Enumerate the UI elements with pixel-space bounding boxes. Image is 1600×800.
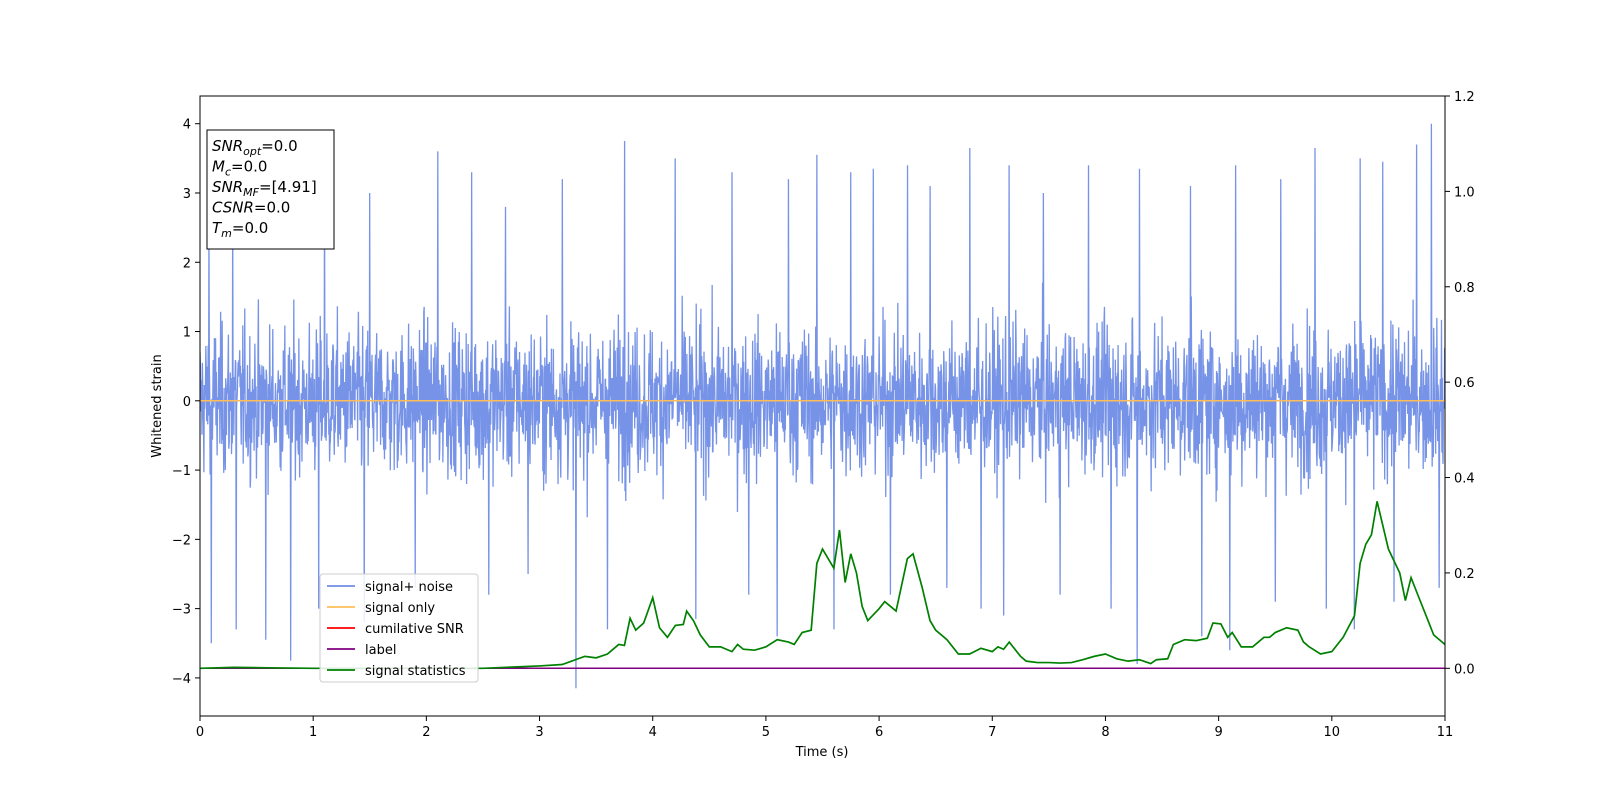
x-tick-label: 11 [1437,725,1454,740]
y-tick-label: 1 [183,326,191,341]
x-tick-label: 6 [875,725,883,740]
legend-label: label [365,643,396,658]
y-tick-label: 3 [183,187,191,202]
x-tick-label: 9 [1214,725,1222,740]
annotation-line: Mc=0.0 [212,158,267,179]
y-axis-label: Whitened strain [150,354,165,457]
legend-label: cumilative SNR [365,622,464,637]
legend: signal+ noise signal only cumilative SNR la… [319,573,479,683]
x-tick-label: 5 [762,725,770,740]
y2-tick-label: 0.6 [1454,376,1475,391]
x-axis-label: Time (s) [795,745,849,760]
y-tick-label: −1 [172,464,191,479]
annotation-frame [206,129,335,250]
y2-tick-label: 0.8 [1454,281,1475,296]
y-axis-right: 0.0 0.2 0.4 0.6 0.8 1.0 1.2 [1445,90,1475,677]
y-tick-label: −4 [172,672,191,687]
annotation-line: CSNR=0.0 [212,199,290,217]
x-tick-label: 0 [196,725,204,740]
y2-tick-label: 0.0 [1454,662,1475,677]
y2-tick-label: 0.4 [1454,472,1475,487]
x-tick-label: 3 [535,725,543,740]
y-tick-label: 0 [183,395,191,410]
x-tick-label: 2 [422,725,430,740]
plot-frame [199,95,1446,717]
y2-tick-label: 0.2 [1454,567,1475,582]
legend-frame [319,573,479,683]
y-tick-label: 4 [183,118,191,133]
x-tick-label: 7 [988,725,996,740]
y2-tick-label: 1.0 [1454,185,1475,200]
legend-label: signal only [365,601,435,616]
y-tick-label: −2 [172,533,191,548]
legend-label: signal statistics [365,664,466,679]
legend-label: signal+ noise [365,580,453,595]
x-tick-label: 10 [1324,725,1341,740]
y-axis-left: 4 3 2 1 0 −1 −2 −3 −4 [172,118,200,687]
annotation-line: SNRopt=0.0 [212,137,298,158]
y-tick-label: 2 [183,256,191,271]
series-signal-statistics [200,501,1445,670]
annotation-line: SNRMF=[4.91] [212,178,317,199]
x-tick-label: 4 [649,725,657,740]
y-tick-label: −3 [172,603,191,618]
series-signal-noise [200,123,1445,689]
x-tick-label: 1 [309,725,317,740]
x-axis: 0 1 2 3 4 5 6 7 8 9 10 11 [196,716,1453,740]
y2-tick-label: 1.2 [1454,90,1475,105]
annotation-line: Tm=0.0 [212,219,268,240]
x-tick-label: 8 [1101,725,1109,740]
